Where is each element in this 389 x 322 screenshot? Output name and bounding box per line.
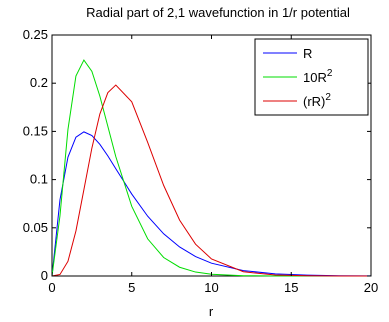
- x-tick-label: 20: [364, 280, 378, 295]
- legend-entry-superscript: 2: [327, 68, 333, 79]
- x-axis-label: r: [209, 304, 214, 319]
- series-line-0: [51, 131, 372, 277]
- legend-entry-label: (rR)2: [303, 92, 331, 109]
- y-tick-label: 0.05: [23, 220, 48, 235]
- y-tick-label: 0.15: [23, 123, 48, 138]
- y-tick-label: 0.2: [30, 75, 48, 90]
- y-tick-label: 0.1: [30, 172, 48, 187]
- y-tick-label: 0.25: [23, 27, 48, 42]
- x-tick-label: 15: [284, 280, 298, 295]
- legend-entry-label: R: [303, 46, 312, 61]
- plot-area: 0 5 10 15 20 0 0.05 0.1 0.15 0.2 0.25 R 10R2 (rR)2: [23, 27, 379, 295]
- chart-title: Radial part of 2,1 wavefunction in 1/r p…: [86, 5, 350, 20]
- series-line-2: [51, 84, 372, 277]
- legend-entry-superscript: 2: [325, 92, 331, 103]
- y-tick-label: 0: [41, 268, 48, 283]
- x-tick-label: 10: [204, 280, 218, 295]
- series-line-1: [51, 59, 371, 277]
- x-tick-label: 5: [128, 280, 135, 295]
- x-tick-label: 0: [48, 280, 55, 295]
- legend-entry-label: 10R2: [303, 68, 333, 85]
